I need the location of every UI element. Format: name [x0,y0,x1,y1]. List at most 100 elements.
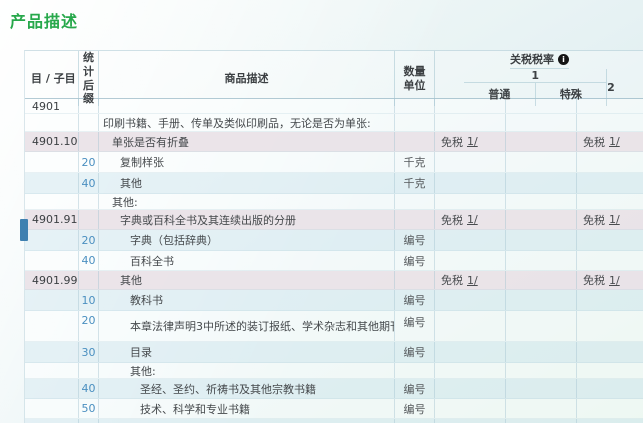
article-description: 百科全书 [99,251,395,270]
rate-column2 [577,342,643,362]
hts-code [25,251,79,270]
column-header-code: 目 / 子目 [25,51,79,106]
rate-general [435,363,506,378]
column-header-stat-suffix: 统计 后缀 [79,51,99,106]
footnote-link[interactable]: 1/ [467,273,478,287]
rate-column2 [577,419,643,423]
stat-suffix: 30 [79,342,99,362]
rate-column2 [577,99,643,113]
rate-special [506,271,577,289]
article-description: 其他 [99,173,395,193]
stat-suffix [79,210,99,229]
hts-code: 4901.99.00 [25,271,79,289]
rate-special [506,311,577,341]
article-description: 其他: [99,194,395,209]
rate-column2 [577,152,643,172]
article-description: 印刷书籍、手册、传单及类似印刷品，无论是否为单张: [99,114,395,131]
table-row: 4901 [25,99,643,114]
tariff-group-label: 关税税率 [510,52,554,66]
unit-of-quantity: 编号 [395,290,435,310]
stat-suffix [79,419,99,423]
rate-special [506,230,577,250]
article-description: 其他: [99,363,395,378]
column-header-rate1: 1 [464,69,607,83]
rate-general: 免税 1/ [435,210,506,229]
rate-column2 [577,194,643,209]
table-body: 4901 印刷书籍、手册、传单及类似印刷品，无论是否为单张: 4901.10.00 单… [25,99,643,423]
article-description: 技术、科学和专业书籍 [99,399,395,418]
article-description [99,99,395,113]
stat-suffix: 50 [79,399,99,418]
unit-of-quantity: 千克 [395,173,435,193]
article-description: 本章法律声明3中所述的装订报纸、学术杂志和其他期刊 [99,311,395,341]
rate-special [506,399,577,418]
stat-suffix [79,114,99,131]
footnote-link[interactable]: 1/ [609,135,620,148]
rate-special [506,342,577,362]
stat-suffix: 40 [79,173,99,193]
table-row: 其他: [25,363,643,379]
rate-special [506,99,577,113]
hts-code [25,342,79,362]
unit-of-quantity: 编号 [395,342,435,362]
stat-suffix [79,132,99,151]
footnote-link[interactable]: 1/ [467,213,478,226]
column-header-description: 商品描述 [99,51,395,106]
rate-special [506,114,577,131]
table-row: 40 百科全书 编号 [25,251,643,271]
rate-special [506,363,577,378]
article-description: 其他 [99,271,395,289]
rate-column2 [577,379,643,398]
stat-suffix [79,194,99,209]
rate-special [506,379,577,398]
rate-special [506,132,577,151]
table-row: 4901.10.00 单张是否有折叠 免税1/免税1/ [25,132,643,152]
rate-general [435,311,506,341]
selected-row-indicator [20,219,28,241]
hts-code [25,419,79,423]
hts-code [25,114,79,131]
stat-suffix: 20 [79,311,99,341]
rate-general [435,152,506,172]
article-description: 目录 [99,342,395,362]
table-row: 40 圣经、圣约、祈祷书及其他宗教书籍 编号 [25,379,643,399]
article-description: 复制样张 [99,152,395,172]
rate-general: 免税 1/ [435,132,506,151]
footnote-link[interactable]: 1/ [467,135,478,148]
stat-suffix: 10 [79,290,99,310]
rate-special [506,290,577,310]
rate-general [435,379,506,398]
column-header-rate1-special: 特殊 [534,83,607,106]
table-row: 4901.99.00 其他 免税1/免税1/ [25,271,643,290]
rate-general: 免税 1/ [435,271,506,289]
hts-code [25,363,79,378]
table-row: 4901.91.00 字典或百科全书及其连续出版的分册 免税1/免税1/ [25,210,643,230]
rate-special [506,194,577,209]
article-description: 教科书 [99,290,395,310]
rate-column2: 免税 1/ [583,135,620,149]
column-header-rate2: 2 [607,80,615,94]
table-row: 印刷书籍、手册、传单及类似印刷品，无论是否为单张: [25,114,643,132]
unit-of-quantity: 千克 [395,152,435,172]
unit-of-quantity [395,271,435,289]
rate-special [506,152,577,172]
unit-of-quantity [395,210,435,229]
column-header-rate1-general: 普通 [488,87,511,101]
hts-code [25,379,79,398]
hts-code [25,194,79,209]
stat-suffix: 20 [79,230,99,250]
table-row: 30 目录 编号 [25,342,643,363]
footnote-link[interactable]: 1/ [609,273,620,287]
stat-suffix [79,363,99,378]
table-row: 20 本章法律声明3中所述的装订报纸、学术杂志和其他期刊 编号 [25,311,643,342]
hts-code [25,399,79,418]
footnote-link[interactable]: 1/ [609,213,620,226]
rate-column2 [577,251,643,270]
hts-code: 4901.10.00 [25,132,79,151]
rate-special [506,251,577,270]
unit-of-quantity [395,363,435,378]
article-description: 字典（包括辞典） [99,230,395,250]
rate-special [506,419,577,423]
rate-column2 [577,399,643,418]
info-icon[interactable]: i [558,54,569,65]
